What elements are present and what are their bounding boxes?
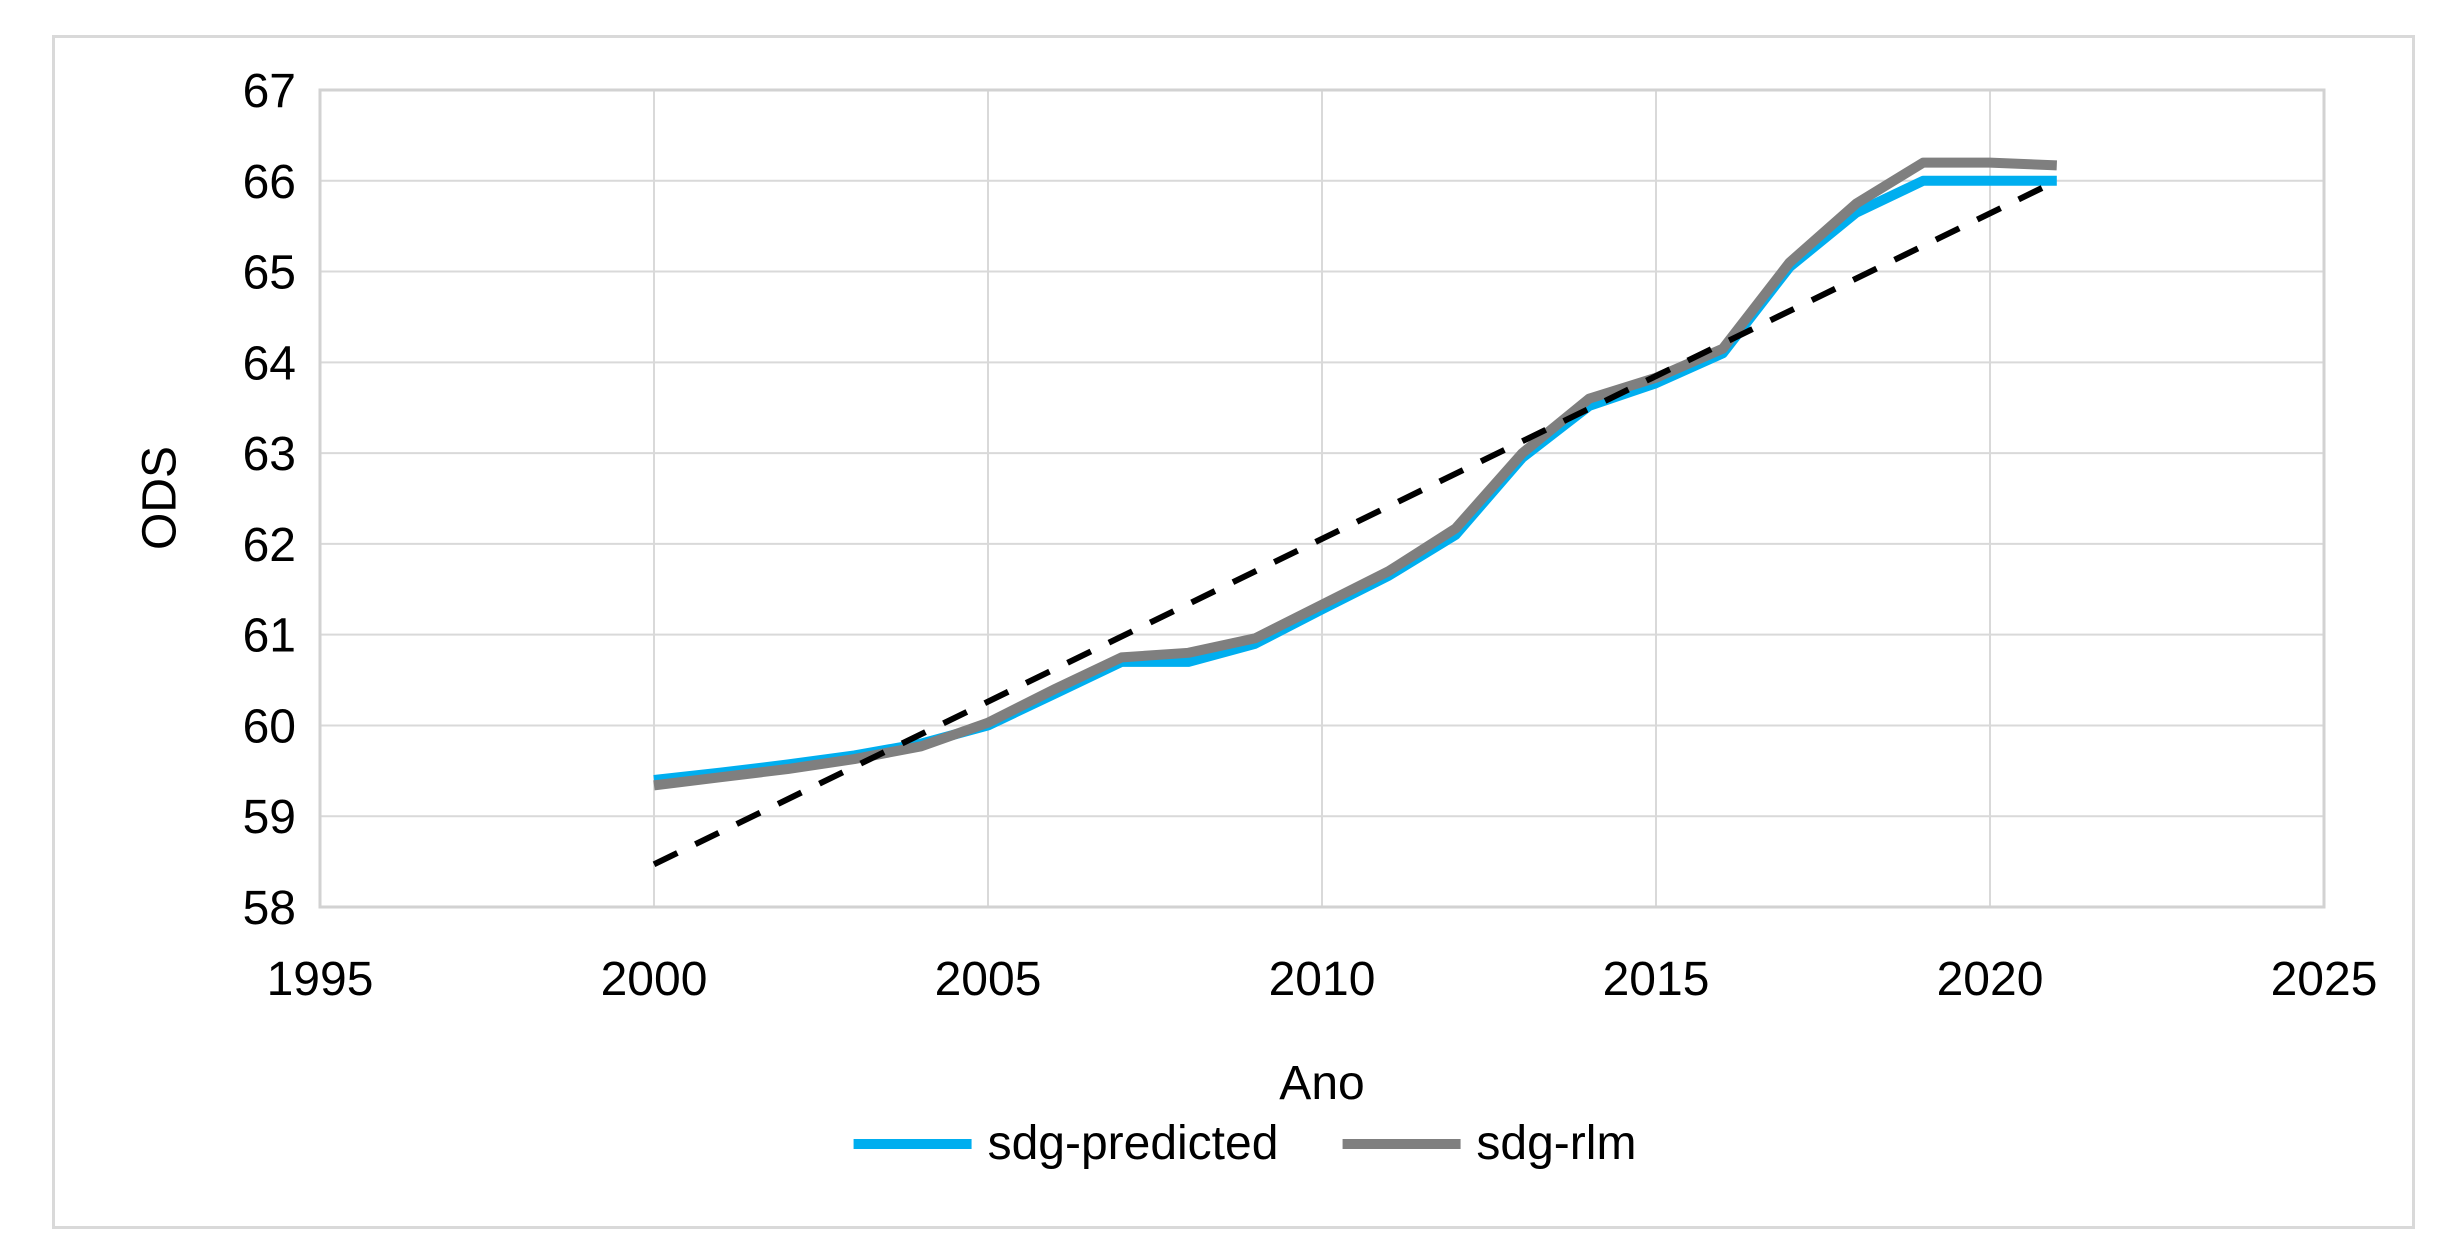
- x-tick-label: 2000: [601, 953, 708, 1006]
- legend-item-sdg-rlm[interactable]: sdg-rlm: [1342, 1117, 1637, 1171]
- legend-label: sdg-predicted: [987, 1117, 1279, 1170]
- y-tick-label: 63: [243, 428, 296, 481]
- y-tick-label: 67: [243, 65, 296, 118]
- y-axis-title: ODS: [133, 445, 187, 551]
- y-tick-label: 65: [243, 247, 296, 300]
- legend-label: sdg-rlm: [1476, 1117, 1637, 1170]
- legend: sdg-predicted sdg-rlm: [853, 1117, 1637, 1171]
- legend-item-sdg-predicted[interactable]: sdg-predicted: [853, 1117, 1279, 1171]
- y-tick-label: 59: [243, 791, 296, 844]
- series-line-linear-trend: [652, 178, 2059, 868]
- legend-line-swatch: [1342, 1139, 1461, 1150]
- legend-line-swatch: [853, 1139, 972, 1150]
- y-tick-label: 62: [243, 519, 296, 572]
- x-tick-label: 2020: [1937, 953, 2044, 1006]
- y-tick-label: 60: [243, 700, 296, 753]
- x-tick-label: 2010: [1269, 953, 1376, 1006]
- x-tick-label: 1995: [267, 953, 374, 1006]
- plot-border: [318, 88, 2326, 909]
- y-tick-label: 64: [243, 337, 296, 390]
- chart-frame: [52, 35, 2415, 1229]
- x-tick-label: 2005: [935, 953, 1042, 1006]
- x-axis-title: Ano: [1279, 1057, 1365, 1110]
- y-tick-label: 66: [243, 156, 296, 209]
- y-tick-label: 58: [243, 882, 296, 935]
- x-tick-label: 2025: [2271, 953, 2378, 1006]
- y-tick-label: 61: [243, 610, 296, 663]
- x-tick-label: 2015: [1603, 953, 1710, 1006]
- series-line-sdg-rlm: [653, 157, 2058, 791]
